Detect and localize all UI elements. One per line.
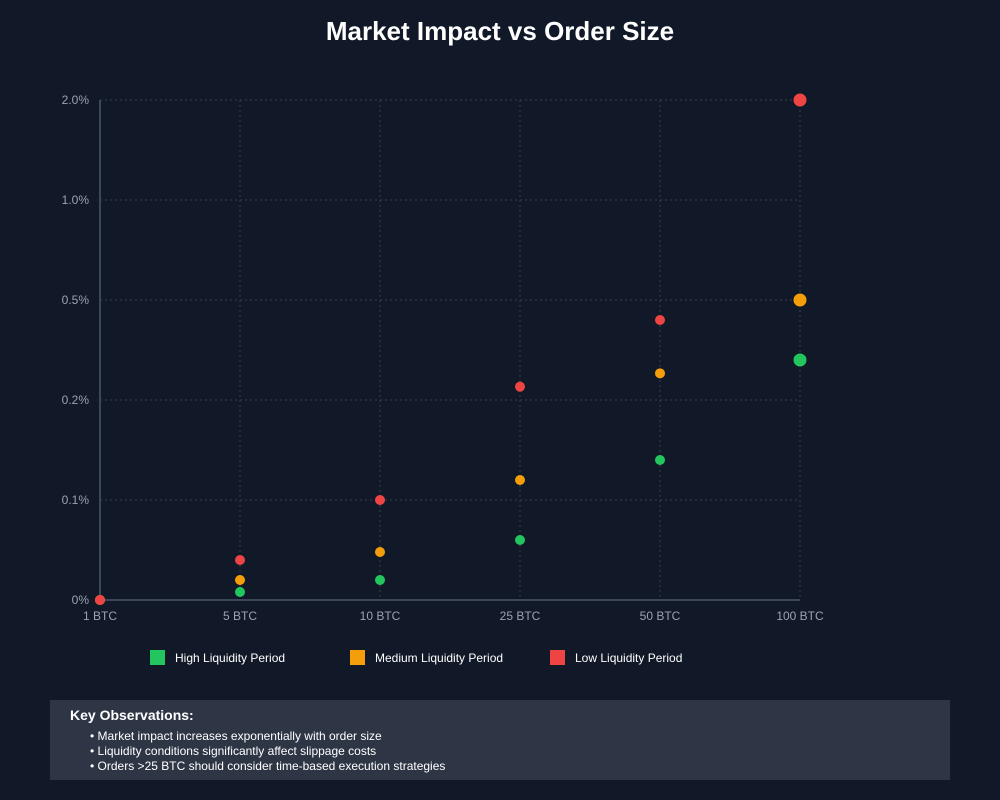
y-tick-label: 0.1% <box>62 493 90 507</box>
legend-label-medium: Medium Liquidity Period <box>375 651 503 665</box>
axes <box>99 100 800 601</box>
point-low-liquidity <box>235 555 245 565</box>
point-low-liquidity <box>515 381 525 392</box>
x-tick-label: 5 BTC <box>223 609 257 623</box>
point-medium-liquidity <box>235 575 245 585</box>
x-tick-label: 1 BTC <box>83 609 117 623</box>
point-high-liquidity <box>375 575 385 585</box>
point-low-liquidity <box>655 315 665 325</box>
x-tick-label: 25 BTC <box>500 609 541 623</box>
point-high-liquidity <box>793 353 807 367</box>
x-tick-label: 100 BTC <box>776 609 824 623</box>
point-low-liquidity <box>95 595 105 605</box>
key-observations-panel: Key Observations: Market impact increase… <box>50 700 950 780</box>
y-tick-label: 2.0% <box>62 93 90 107</box>
observation-item: Orders >25 BTC should consider time-base… <box>90 759 930 774</box>
point-high-liquidity <box>235 587 245 597</box>
legend: High Liquidity Period Medium Liquidity Pe… <box>150 650 682 665</box>
point-high-liquidity <box>655 455 665 465</box>
legend-label-low: Low Liquidity Period <box>575 651 682 665</box>
x-tick-label: 10 BTC <box>360 609 401 623</box>
point-medium-liquidity <box>515 475 525 485</box>
point-high-liquidity <box>515 535 525 545</box>
chart-title: Market Impact vs Order Size <box>326 16 674 46</box>
point-low-liquidity <box>793 93 807 107</box>
point-medium-liquidity <box>375 547 385 557</box>
tick-labels: 0% 0.1% 0.2% 0.5% 1.0% 2.0% 1 BTC 5 BTC 10 BTC 25… <box>62 93 824 623</box>
legend-swatch-high <box>150 650 165 665</box>
observations-title: Key Observations: <box>70 707 194 723</box>
observations-list: Market impact increases exponentially wi… <box>70 729 930 774</box>
legend-swatch-low <box>550 650 565 665</box>
point-medium-liquidity <box>655 368 665 379</box>
y-tick-label: 0% <box>72 593 90 607</box>
grid <box>100 99 801 600</box>
point-low-liquidity <box>375 495 385 505</box>
observation-item: Liquidity conditions significantly affec… <box>90 744 930 759</box>
observation-item: Market impact increases exponentially wi… <box>90 729 930 744</box>
y-tick-label: 1.0% <box>62 193 90 207</box>
point-medium-liquidity <box>793 293 807 307</box>
data-points <box>95 93 807 605</box>
y-tick-label: 0.5% <box>62 293 90 307</box>
y-tick-label: 0.2% <box>62 393 90 407</box>
legend-swatch-medium <box>350 650 365 665</box>
legend-label-high: High Liquidity Period <box>175 651 285 665</box>
x-tick-label: 50 BTC <box>640 609 681 623</box>
